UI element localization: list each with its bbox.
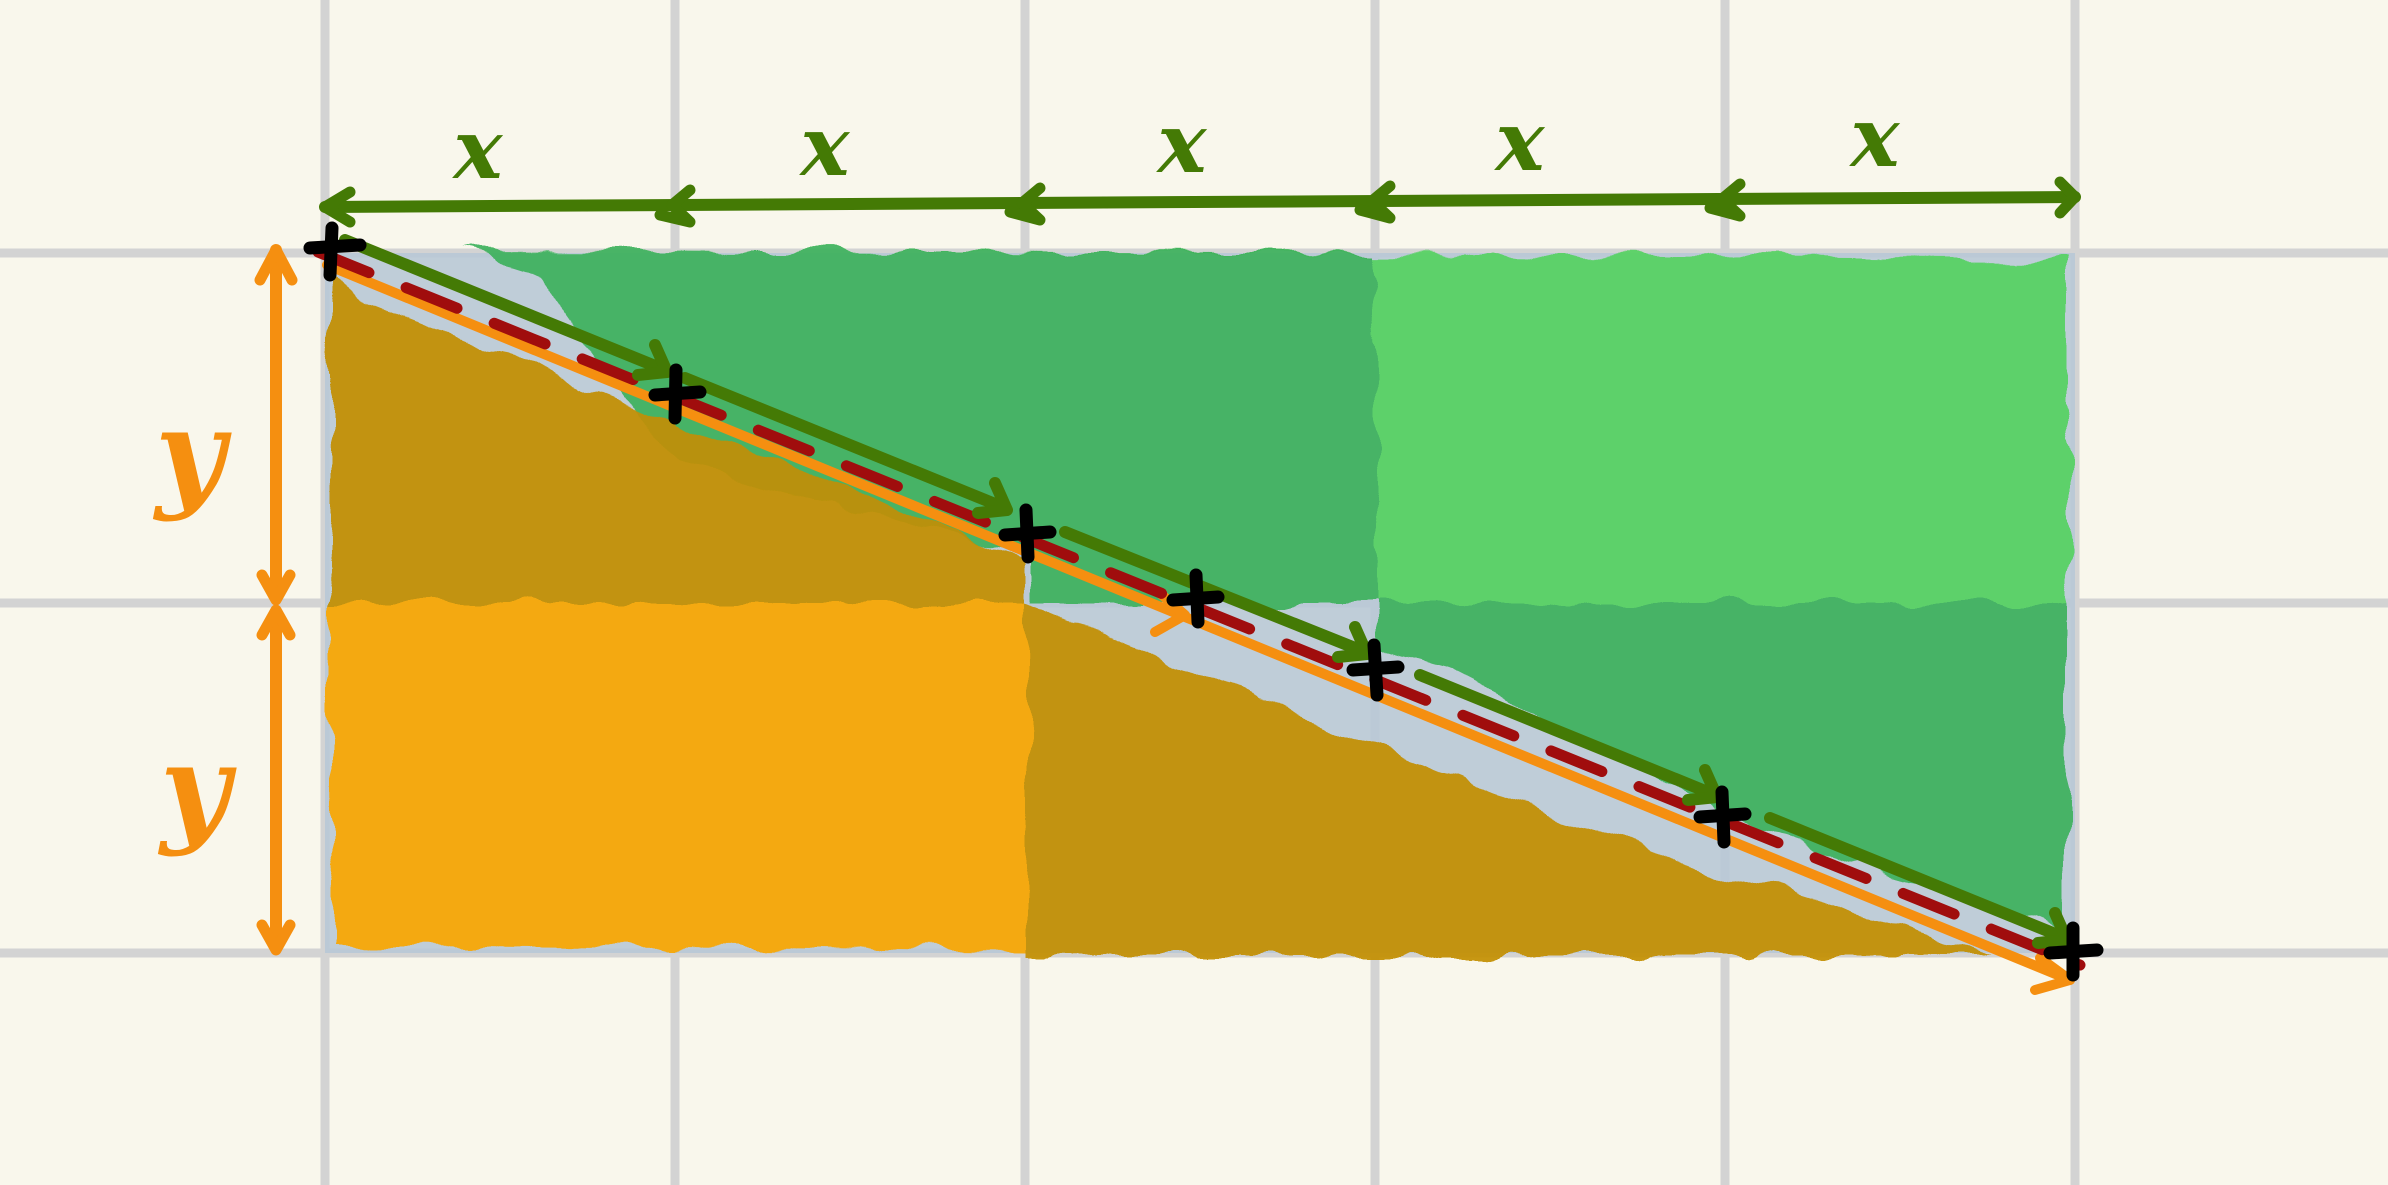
x-label-3: x: [1156, 96, 1208, 192]
x-dimension-tick-4: [1704, 178, 1746, 222]
y-dimension-mid-up-arrowhead: [256, 604, 296, 641]
lower-left-region-light: [330, 603, 1025, 950]
upper-right-region-dark-left: [460, 250, 1375, 603]
cross-5: [1346, 638, 1405, 702]
x-label-2: x: [799, 99, 851, 195]
lower-left-region-dark-bottom: [1025, 603, 1990, 955]
y-dimension-top-arrowhead: [254, 244, 298, 286]
y-dimension-mid-down-arrowhead: [256, 569, 296, 606]
y-label-lower: y: [157, 718, 237, 859]
cross-2: [648, 363, 707, 425]
green-step-arrow-1: [339, 234, 671, 376]
x-dimension-tick-1: [654, 184, 696, 228]
y-dimension-bottom-arrowhead: [256, 919, 296, 956]
green-step-arrowhead-2: [972, 477, 1013, 519]
x-dimension-start-arrowhead: [319, 186, 356, 228]
x-label-4: x: [1494, 94, 1546, 190]
upper-right-region-light: [460, 250, 2068, 603]
green-step-arrowhead-1: [632, 339, 673, 381]
green-step-arrow-4: [1414, 669, 1721, 801]
x-label-5: x: [1849, 90, 1901, 186]
upper-right-region-dark-bottom: [1375, 603, 2068, 930]
x-label-1: x: [452, 102, 504, 198]
x-dimension-end-arrowhead: [2054, 176, 2081, 219]
x-dimension-line: [319, 191, 2081, 213]
green-step-arrow-2: [679, 372, 1011, 514]
y-label-upper: y: [152, 383, 232, 524]
cross-7: [2043, 921, 2104, 982]
lower-left-region-dark-top: [330, 285, 1025, 603]
cross-3: [998, 503, 1057, 564]
x-dimension-tick-2: [1004, 182, 1046, 226]
green-step-arrow-5: [1764, 812, 2071, 944]
cross-4: [1166, 568, 1225, 629]
cross-1: [303, 221, 367, 282]
x-dimension-tick-3: [1354, 180, 1396, 224]
cross-6: [1693, 785, 1752, 849]
green-step-arrowhead-3: [1332, 621, 1373, 663]
